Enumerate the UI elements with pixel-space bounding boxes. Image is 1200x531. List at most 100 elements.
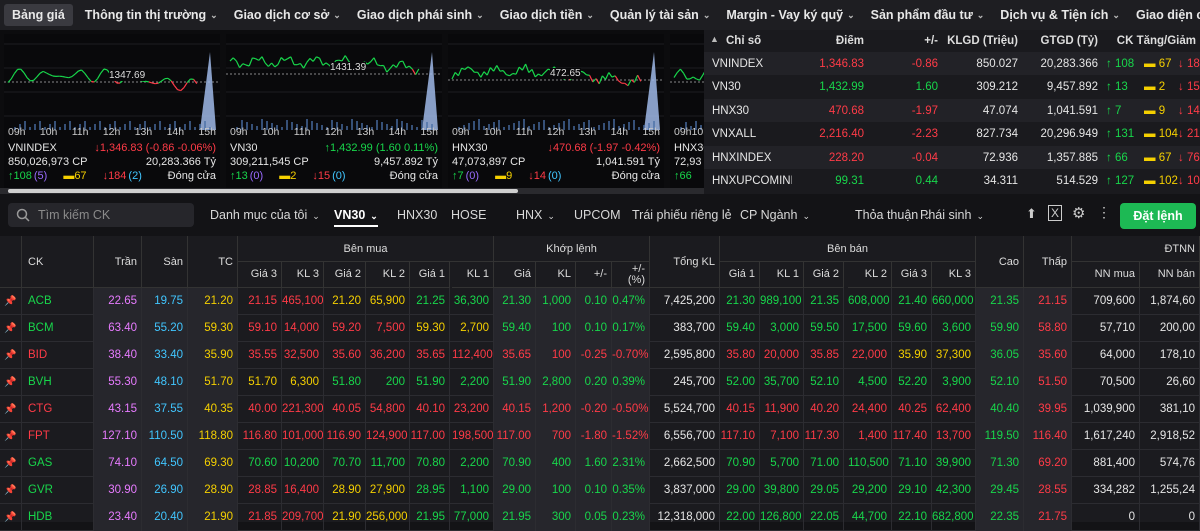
- symbol[interactable]: BVH: [22, 369, 94, 396]
- search-input[interactable]: [38, 208, 178, 222]
- nav-item-3[interactable]: Giao dịch phái sinh⌄: [349, 0, 492, 30]
- pin-icon[interactable]: 📌: [0, 504, 22, 531]
- header-pm: +/-: [576, 262, 612, 288]
- pin-icon[interactable]: 📌: [0, 342, 22, 369]
- foreign-buy: 57,710: [1072, 315, 1140, 342]
- ask-vol-2: 4,500: [848, 369, 892, 396]
- pin-icon[interactable]: 📌: [0, 450, 22, 477]
- pin-icon[interactable]: 📌: [0, 396, 22, 423]
- index-vol: 72.936: [983, 152, 1018, 164]
- ask-price-3: 117.40: [892, 423, 932, 450]
- symbol[interactable]: HDB: [22, 504, 94, 531]
- ask-vol-3: 660,000: [932, 288, 976, 315]
- pin-icon[interactable]: 📌: [0, 423, 22, 450]
- header-mp: Giá: [494, 262, 536, 288]
- bid-vol-1: 2,200: [452, 450, 494, 477]
- header-mkl: KL: [536, 262, 576, 288]
- bid-price-1: 35.65: [408, 342, 450, 369]
- time-label: 13h: [579, 126, 597, 138]
- ask-price-3: 52.20: [892, 369, 932, 396]
- nav-item-1[interactable]: Thông tin thị trường⌄: [77, 0, 226, 30]
- bid-vol-2: 27,900: [366, 477, 410, 504]
- excel-icon[interactable]: X: [1048, 205, 1062, 221]
- time-label: 11h: [294, 126, 311, 138]
- symbol[interactable]: FPT: [22, 423, 94, 450]
- tab-5[interactable]: UPCOM: [574, 208, 621, 222]
- tab-4[interactable]: HNX⌄: [516, 208, 555, 222]
- match-price: 70.90: [494, 450, 536, 477]
- nav-item-8[interactable]: Dịch vụ & Tiện ích⌄: [992, 0, 1128, 30]
- index-advancers: ↑ 131: [1106, 128, 1134, 140]
- tab-label: Danh mục của tôi: [210, 208, 307, 222]
- symbol[interactable]: BCM: [22, 315, 94, 342]
- tab-2[interactable]: HNX30: [397, 208, 437, 222]
- more-icon[interactable]: ⋮: [1097, 204, 1111, 221]
- bid-vol-1: 2,200: [452, 369, 494, 396]
- chart-hnx30[interactable]: 09h10h11h12h13h14h15hHNX3072,93↑66: [670, 34, 704, 190]
- charts-scrollbar-thumb[interactable]: [8, 189, 518, 193]
- tab-1[interactable]: VN30⌄: [334, 208, 378, 227]
- tab-3[interactable]: HOSE: [451, 208, 486, 222]
- tab-6[interactable]: Trái phiếu riêng lẻ: [632, 208, 732, 222]
- symbol[interactable]: GVR: [22, 477, 94, 504]
- ask-vol-3: 39,900: [932, 450, 976, 477]
- tab-9[interactable]: Phái sinh⌄: [920, 208, 984, 222]
- tab-7[interactable]: CP Ngành⌄: [740, 208, 810, 222]
- ask-vol-2: 44,700: [848, 504, 892, 531]
- ask-vol-2: 1,400: [848, 423, 892, 450]
- symbol[interactable]: BID: [22, 342, 94, 369]
- upload-icon[interactable]: ⬆: [1026, 206, 1037, 222]
- ceiling: 30.90: [94, 477, 142, 504]
- nav-item-7[interactable]: Sản phẩm đầu tư⌄: [863, 0, 993, 30]
- time-label: 12h: [103, 126, 121, 138]
- time-label: 12h: [547, 126, 565, 138]
- tab-0[interactable]: Danh mục của tôi⌄: [210, 208, 320, 222]
- symbol[interactable]: ACB: [22, 288, 94, 315]
- symbol[interactable]: CTG: [22, 396, 94, 423]
- gear-icon[interactable]: ⚙: [1072, 204, 1085, 222]
- nav-item-2[interactable]: Giao dịch cơ sở⌄: [226, 0, 349, 30]
- pin-icon[interactable]: 📌: [0, 369, 22, 396]
- pin-icon[interactable]: 📌: [0, 315, 22, 342]
- bid-price-2: 35.60: [324, 342, 366, 369]
- ask-price-3: 21.40: [892, 288, 932, 315]
- nav-item-9[interactable]: Giao diện của tôi: [1128, 0, 1200, 30]
- search-box[interactable]: [8, 203, 194, 227]
- nav-item-4[interactable]: Giao dịch tiền⌄: [492, 0, 602, 30]
- nav-item-label: Giao dịch phái sinh: [357, 8, 472, 22]
- nav-item-label: Giao diện của tôi: [1136, 8, 1200, 22]
- place-order-button[interactable]: Đặt lệnh: [1120, 203, 1196, 229]
- ceiling-count: (0): [466, 170, 479, 182]
- index-point: 1,346.83: [819, 58, 864, 70]
- nav-item-0[interactable]: Bảng giá: [4, 4, 73, 26]
- nav-item-5[interactable]: Quản lý tài sản⌄: [602, 0, 718, 30]
- nav-item-6[interactable]: Margin - Vay ký quỹ⌄: [718, 0, 862, 30]
- floor-count: (0): [332, 170, 345, 182]
- ask-price-2: 21.35: [804, 288, 844, 315]
- pin-icon[interactable]: 📌: [0, 288, 22, 315]
- pin-icon[interactable]: 📌: [0, 477, 22, 504]
- symbol[interactable]: GAS: [22, 450, 94, 477]
- chart-breadth-line: ↑13(0)▬2↓15(0)Đóng cửa: [230, 170, 438, 182]
- match-change: -0.20: [576, 396, 612, 423]
- bid-vol-2: 11,700: [366, 450, 410, 477]
- index-change: 0.44: [916, 175, 938, 187]
